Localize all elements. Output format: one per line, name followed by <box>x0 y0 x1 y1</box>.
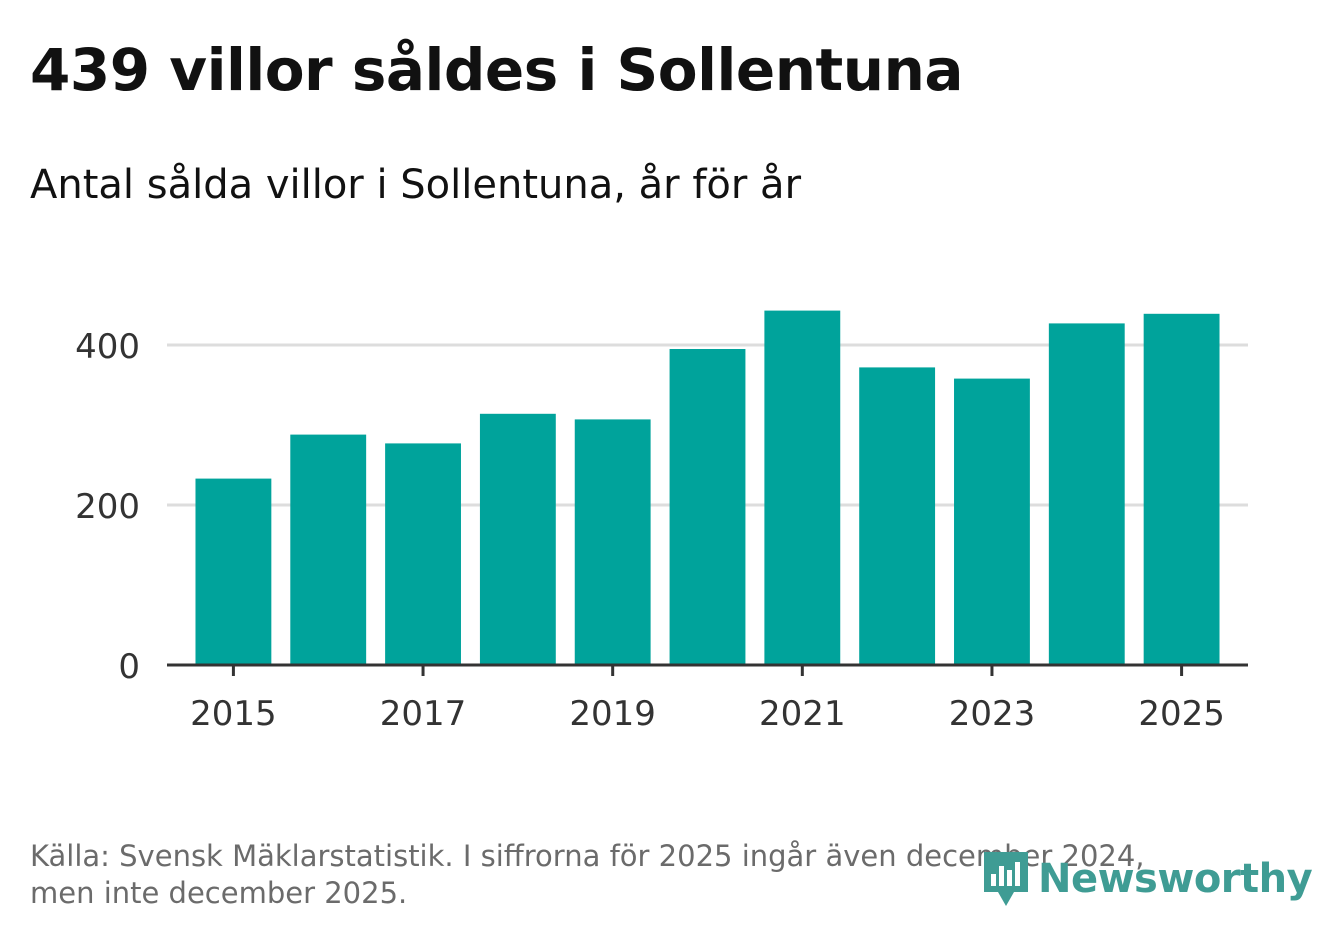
bar-chart: 0 200 400 2015 2017 2019 2021 2023 2025 <box>75 310 1248 734</box>
bar-2025 <box>1143 313 1220 665</box>
bar-2024 <box>1048 323 1125 665</box>
chart-subtitle: Antal sålda villor i Sollentuna, år för … <box>30 162 802 208</box>
x-tick-label-2025: 2025 <box>1138 694 1225 734</box>
x-tick-label-2015: 2015 <box>190 694 277 734</box>
y-tick-label-200: 200 <box>75 487 140 527</box>
logo-wordmark: Newsworthy <box>1038 856 1313 902</box>
bar-2017 <box>385 443 461 665</box>
source-note-line-2: men inte december 2025. <box>30 876 408 910</box>
source-note: Källa: Svensk Mäklarstatistik. I siffror… <box>30 838 1145 912</box>
x-tick-label-2017: 2017 <box>380 694 467 734</box>
bar-2022 <box>859 367 936 665</box>
bar-2023 <box>954 378 1030 665</box>
source-note-line-1: Källa: Svensk Mäklarstatistik. I siffror… <box>30 839 1145 873</box>
bar-2020 <box>669 349 746 665</box>
x-tick-label-2021: 2021 <box>759 694 846 734</box>
x-tick-label-2023: 2023 <box>949 694 1036 734</box>
newsworthy-logo: Newsworthy <box>980 848 1313 910</box>
newsworthy-bars-icon <box>984 852 1028 906</box>
x-tick-label-2019: 2019 <box>569 694 656 734</box>
bar-2019 <box>574 419 651 665</box>
bar-2016 <box>290 434 367 665</box>
page-title: 439 villor såldes i Sollentuna <box>30 36 964 104</box>
y-tick-label-0: 0 <box>118 647 140 687</box>
bar-2015 <box>195 478 272 665</box>
bar-2018 <box>479 413 556 665</box>
y-tick-label-400: 400 <box>75 327 140 367</box>
bar-2021 <box>764 310 841 665</box>
